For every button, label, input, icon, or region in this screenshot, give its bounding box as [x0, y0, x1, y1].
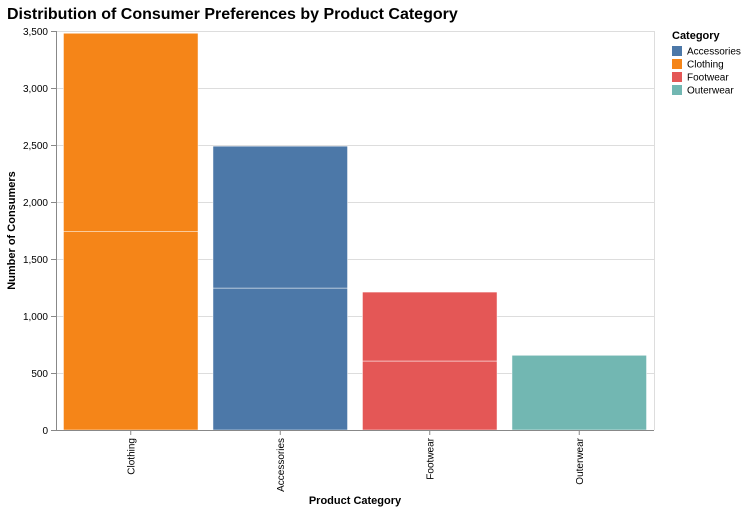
y-tick-label: 2,500	[23, 141, 48, 152]
legend-swatch-accessories	[672, 46, 682, 56]
y-tick-label: 3,500	[23, 27, 48, 38]
x-axis-ticks: Clothing Accessories Footwear Outerwear	[126, 430, 586, 492]
y-axis-title: Number of Consumers	[6, 171, 18, 290]
bar-footwear	[362, 291, 498, 362]
legend-label-outerwear: Outerwear	[687, 86, 734, 97]
bar-outerwear	[511, 355, 647, 431]
y-tick-label: 2,000	[23, 198, 48, 209]
chart-title: Distribution of Consumer Preferences by …	[7, 6, 458, 23]
y-axis-ticks: 0 500 1,000 1,500 2,000 2,500 3,000 3,500	[23, 27, 56, 437]
bar-clothing	[63, 231, 199, 431]
bar-accessories	[212, 145, 348, 289]
x-tick-label: Clothing	[126, 438, 137, 475]
y-tick-label: 0	[42, 426, 48, 437]
bar-clothing	[63, 33, 199, 232]
y-tick-label: 500	[31, 369, 48, 380]
legend-swatch-outerwear	[672, 85, 682, 95]
x-tick-label: Outerwear	[575, 437, 586, 484]
y-tick-label: 3,000	[23, 84, 48, 95]
y-tick-label: 1,500	[23, 255, 48, 266]
bar-footwear	[362, 360, 498, 431]
legend-label-clothing: Clothing	[687, 60, 724, 71]
x-axis-title: Product Category	[309, 495, 402, 507]
axes	[56, 31, 654, 431]
x-tick-label: Accessories	[276, 438, 287, 492]
bars	[63, 33, 647, 431]
legend-label-footwear: Footwear	[687, 73, 729, 84]
bar-accessories	[212, 287, 348, 431]
legend-swatch-clothing	[672, 59, 682, 69]
y-tick-label: 1,000	[23, 312, 48, 323]
legend-swatch-footwear	[672, 72, 682, 82]
x-tick-label: Footwear	[425, 437, 436, 479]
legend: Category Accessories Clothing Footwear Oute…	[672, 30, 741, 97]
legend-title: Category	[672, 30, 721, 42]
legend-label-accessories: Accessories	[687, 47, 741, 58]
